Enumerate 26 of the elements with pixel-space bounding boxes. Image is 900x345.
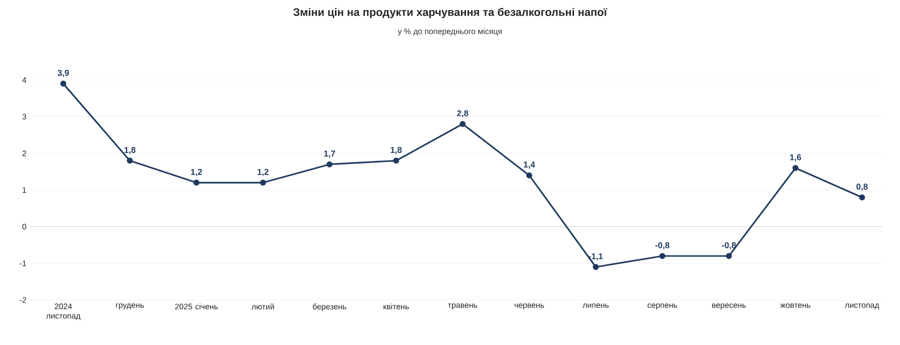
- point: [393, 158, 400, 164]
- data-label: 1,6: [790, 154, 802, 162]
- data-label: 2,8: [457, 110, 468, 118]
- point: [526, 172, 532, 178]
- point: [726, 253, 732, 259]
- point: [193, 180, 200, 186]
- point: [60, 80, 66, 87]
- data-label: 1,2: [191, 168, 202, 176]
- point: [659, 253, 666, 259]
- data-label: 1,4: [524, 162, 536, 169]
- data-label: 1,7: [324, 150, 336, 158]
- data-label: -1,1: [588, 253, 603, 260]
- data-label: 1,8: [390, 146, 402, 154]
- data-label: -0,8: [655, 242, 670, 250]
- point: [460, 121, 466, 127]
- data-label: 1,2: [258, 168, 269, 176]
- point: [592, 264, 599, 270]
- data-label: 0,8: [856, 184, 868, 191]
- point: [260, 180, 266, 186]
- data-label: 3,9: [58, 70, 69, 78]
- data-label: 1,8: [124, 146, 136, 154]
- chart-title: Зміни цін на продукти харчування та безалкогольні напої: [293, 8, 608, 18]
- point: [326, 161, 333, 168]
- point: [126, 158, 133, 164]
- point: [792, 165, 798, 171]
- point: [859, 194, 866, 200]
